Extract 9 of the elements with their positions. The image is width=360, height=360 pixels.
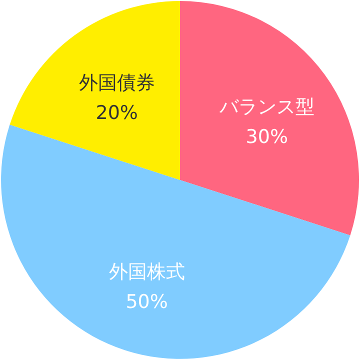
slice-label: バランス型 <box>218 96 314 118</box>
pie-slice <box>1 124 350 359</box>
pie-slice <box>180 1 359 236</box>
slice-label: 外国債券 <box>78 72 155 94</box>
data-label: 50% <box>126 291 168 314</box>
data-label: 20% <box>96 102 138 124</box>
slice-label: 外国株式 <box>108 261 185 284</box>
pie-slice <box>10 1 180 180</box>
data-label: 30% <box>246 126 288 148</box>
